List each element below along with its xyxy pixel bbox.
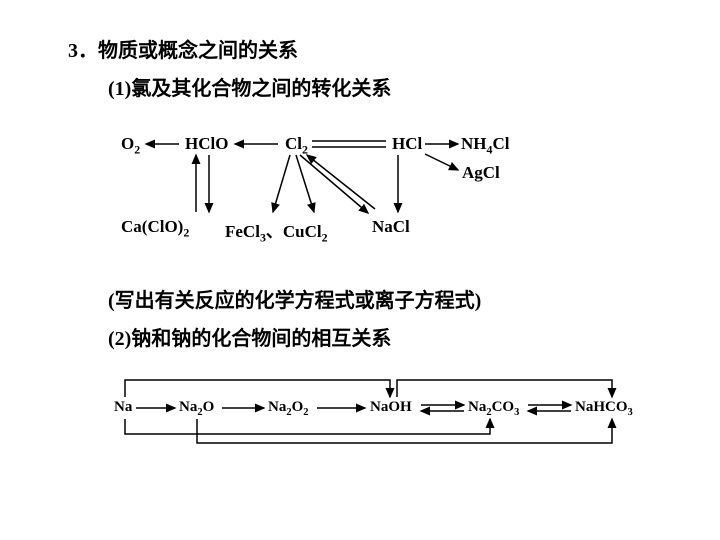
node-HClO: HClO (185, 134, 228, 154)
node-Na: Na (114, 399, 132, 416)
node-NaOH: NaOH (370, 399, 412, 416)
node-HCl: HCl (392, 134, 422, 154)
node-NaHCO3: NaHCO3 (575, 399, 633, 418)
node-FeCl3: FeCl3、CuCl2 (225, 217, 328, 245)
node-NH4Cl: NH4Cl (461, 134, 509, 157)
node-Na2O2: Na2O2 (268, 399, 309, 418)
node-AgCl: AgCl (462, 163, 500, 183)
node-NaCl: NaCl (372, 217, 410, 237)
page: 3．物质或概念之间的关系 (1)氯及其化合物之间的转化关系 (写出有关反应的化学… (0, 0, 720, 540)
diagram-svg (0, 0, 720, 540)
node-CaClO2: Ca(ClO)2 (121, 217, 189, 240)
node-Na2O: Na2O (179, 399, 214, 418)
node-O2: O2 (121, 134, 140, 157)
node-Cl2: Cl2 (285, 134, 308, 157)
node-Na2CO3: Na2CO3 (468, 399, 519, 418)
